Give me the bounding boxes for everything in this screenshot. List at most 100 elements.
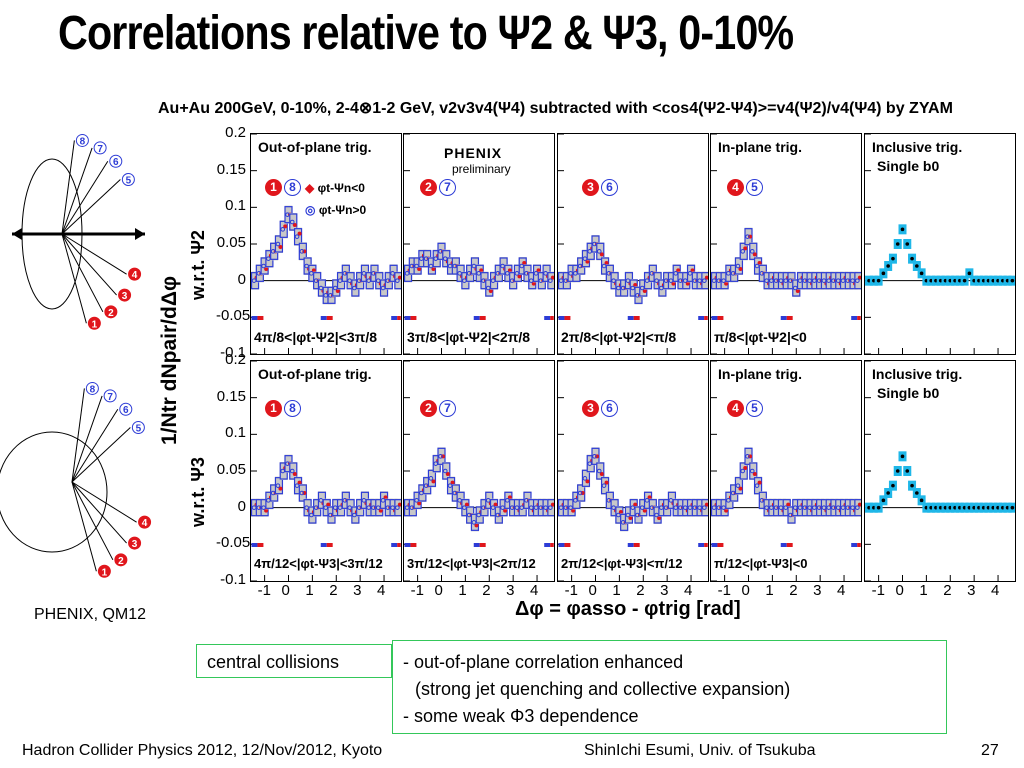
open-number: 8	[284, 400, 301, 417]
sys-band	[274, 235, 283, 253]
inclusive-point	[876, 505, 881, 510]
sys-band	[375, 271, 384, 290]
sys-band	[672, 498, 681, 517]
panel-title: Inclusive trig.	[872, 366, 963, 382]
angle-number-marker	[121, 173, 135, 187]
sys-band	[820, 498, 829, 517]
sys-band	[360, 264, 369, 283]
open-number: 7	[439, 179, 456, 196]
plot-panel-r1-c3: 3 6 2π/8<|φt-Ψ2|<π/8	[557, 133, 709, 355]
sys-band	[528, 271, 537, 290]
range-bar	[627, 543, 634, 547]
range-bar	[564, 543, 571, 547]
x-tick-label: 3	[967, 582, 976, 599]
data-point-neg	[531, 281, 536, 286]
range-bar	[391, 543, 398, 547]
sys-band	[265, 491, 274, 510]
sys-band	[470, 513, 479, 532]
data-point-pos	[596, 249, 602, 254]
sys-band	[782, 271, 791, 290]
data-point-pos	[548, 278, 553, 283]
range-bar	[410, 543, 417, 547]
sys-band	[518, 257, 527, 275]
angle-number-marker	[128, 536, 142, 550]
x-tick-label: 0	[741, 582, 750, 599]
data-point-neg	[642, 289, 647, 293]
sys-band	[303, 257, 312, 275]
data-point-pos	[428, 476, 434, 481]
range-bar	[704, 543, 708, 547]
sys-band	[754, 257, 763, 275]
sys-box	[289, 462, 298, 480]
data-point-neg	[599, 472, 604, 476]
x-tick-label: 0	[895, 582, 904, 599]
footer-author: ShinIchi Esumi, Univ. of Tsukuba	[584, 742, 816, 759]
sys-band	[332, 498, 341, 517]
sys-band	[725, 491, 734, 510]
angle-number-marker	[85, 381, 99, 395]
sys-band	[389, 498, 398, 517]
inclusive-point	[891, 256, 895, 261]
sys-band	[394, 498, 401, 517]
angle-line	[71, 481, 137, 523]
sys-band	[572, 264, 581, 283]
panel-title: In-plane trig.	[718, 139, 802, 155]
data-point-pos	[754, 483, 760, 488]
data-point-pos	[592, 454, 597, 459]
data-point-neg	[383, 495, 388, 500]
row1-ylabel: w.r.t. Ψ2	[188, 230, 208, 300]
sys-band	[432, 249, 441, 268]
sys-band	[265, 249, 274, 268]
y-tick-label: 0.1	[225, 197, 246, 215]
inclusive-point	[876, 278, 881, 283]
sys-box	[581, 469, 591, 487]
sys-band	[854, 498, 861, 517]
inclusive-point	[910, 483, 914, 488]
range-bar	[251, 543, 258, 547]
x-tick-label: 3	[353, 582, 362, 599]
data-point-neg	[671, 281, 676, 286]
x-tick-label: 3	[813, 582, 822, 599]
sys-band	[653, 271, 662, 290]
plot-panel-r2-c1: Out-of-plane trig. 1 8 4π/12<|φt-Ψ3|<3π/12	[250, 360, 402, 582]
inclusive-point	[891, 483, 895, 488]
sys-band	[542, 498, 551, 517]
range-bar	[633, 543, 640, 547]
sys-band	[835, 498, 844, 517]
sys-band	[835, 271, 844, 290]
range-bar	[326, 316, 333, 320]
angle-number-marker	[103, 389, 117, 403]
range-bar	[558, 316, 565, 320]
angle-number-marker	[114, 553, 128, 567]
data-point-neg	[690, 268, 695, 273]
panel-svg	[404, 361, 554, 581]
sys-band	[308, 506, 317, 524]
data-point-neg	[857, 275, 861, 280]
sys-box	[394, 272, 401, 290]
angle-number-marker	[118, 288, 132, 302]
plot-panel-r2-c5: Inclusive trig. Single b0	[864, 360, 1016, 582]
open-number: 6	[601, 400, 618, 417]
sys-box	[600, 477, 610, 495]
sys-band	[322, 286, 331, 305]
phi-range-label: 3π/8<|φt-Ψ2|<2π/8	[407, 329, 530, 345]
data-point-neg	[685, 281, 690, 286]
panel-svg	[711, 361, 861, 581]
sys-box	[753, 477, 763, 495]
angle-number-marker	[97, 564, 111, 578]
sys-band	[806, 498, 815, 517]
data-point-neg	[417, 267, 422, 271]
x-tick-label: -1	[410, 582, 424, 599]
data-point-pos	[855, 505, 860, 510]
sys-band	[447, 257, 456, 275]
range-bar	[326, 543, 333, 547]
note-3: - some weak Φ3 dependence	[403, 706, 639, 726]
sys-band	[394, 271, 401, 290]
inclusive-point	[919, 498, 924, 503]
data-point-neg	[571, 508, 576, 513]
plot-panel-r2-c3: 3 6 2π/12<|φt-Ψ3|<π/12	[557, 360, 709, 582]
angle-line	[61, 160, 109, 235]
data-point-neg	[550, 275, 554, 280]
